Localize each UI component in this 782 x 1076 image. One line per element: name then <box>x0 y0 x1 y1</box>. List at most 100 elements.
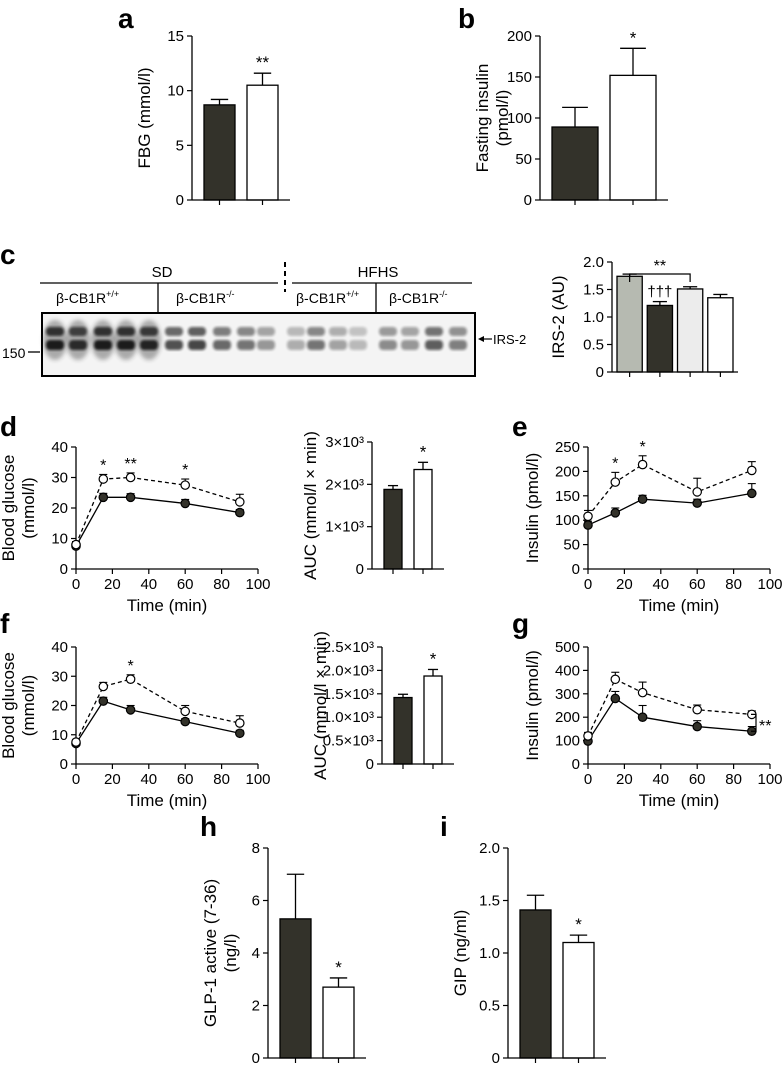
blot-group-hfhs: HFHS <box>358 264 399 281</box>
d_line-sig-label: ** <box>124 456 136 473</box>
g-x-tick-label: 100 <box>757 771 782 788</box>
g-x-label: Time (min) <box>639 791 720 810</box>
f_line-y-label: Blood glucose(mmol/l) <box>0 652 38 759</box>
blot-band-upper <box>213 327 231 336</box>
c_bar-y-tick-label: 2.0 <box>583 254 604 271</box>
blot-band-upper <box>287 327 305 336</box>
f_auc-y-tick-label: 1.5×10³ <box>323 686 374 703</box>
panel-letter-f: f <box>0 608 10 639</box>
chart-a-fbg: 0 5 10 15 ** FBG (mmol/l) <box>135 28 290 209</box>
western-blot: SD HFHS β-CB1R+/+ β-CB1R-/- β-CB1R+/+ β-… <box>2 262 526 377</box>
i-y-label: GIP (ng/ml) <box>451 910 470 997</box>
h-sig-label: * <box>335 958 342 977</box>
i-bar-1 <box>519 909 552 1059</box>
blot-band-upper <box>329 327 347 336</box>
a-y-tick-label: 10 <box>167 83 184 100</box>
e-point-filled <box>583 520 593 530</box>
blot-band-lower <box>287 340 305 350</box>
d_line-point-open <box>235 497 245 507</box>
e-point-open <box>692 487 702 497</box>
g-x-tick-label: 0 <box>584 771 592 788</box>
a-y-label: FBG (mmol/l) <box>135 67 154 168</box>
f_auc-sig-label: * <box>430 649 437 668</box>
chart-h-glp1: 0 2 4 6 8 * GLP-1 active (7-36)(ng/l) <box>201 840 366 1067</box>
g-y-tick-label: 200 <box>555 709 580 726</box>
blot-smear <box>91 320 115 360</box>
e-sig-label: * <box>639 439 645 456</box>
h-y-tick-label: 4 <box>252 945 260 962</box>
e-x-tick-label: 80 <box>725 576 742 593</box>
blot-band-lower <box>237 340 255 350</box>
chart-b-fasting-insulin: 0 50 100 150 200 * Fasting insulin(pmol/l) <box>473 28 668 209</box>
d_line-point-open <box>71 539 81 550</box>
g-y-tick-label: 500 <box>555 639 580 656</box>
d_line-y-tick-label: 40 <box>51 439 68 456</box>
e-series-dashed-line <box>587 463 753 517</box>
b-y-label: Fasting insulin(pmol/l) <box>473 64 512 173</box>
f_line-x-tick-label: 40 <box>140 771 157 788</box>
h-y-label: GLP-1 active (7-36)(ng/l) <box>201 879 240 1027</box>
blot-band-lower <box>307 340 325 350</box>
e-point-filled <box>610 508 621 518</box>
blot-marker-150: 150 <box>2 345 26 361</box>
i-y-tick-label: 1.5 <box>479 893 500 910</box>
d_line-y-label: Blood glucose(mmol/l) <box>0 455 38 562</box>
a-y-tick-label: 0 <box>176 192 184 209</box>
g-y-tick-label: 400 <box>555 662 580 679</box>
e-y-tick-label: 200 <box>555 463 580 480</box>
g-series-solid-line <box>587 697 752 742</box>
f_line-point-filled <box>180 716 190 727</box>
blot-smear <box>137 320 161 360</box>
e-sig-label: * <box>612 455 618 472</box>
g-x-tick-label: 40 <box>652 771 669 788</box>
d_line-x-tick-label: 100 <box>245 576 270 593</box>
f_line-x-tick-label: 80 <box>213 771 230 788</box>
blot-label-sd-wt: β-CB1R+/+ <box>56 289 119 306</box>
a-bar-1 <box>203 104 236 201</box>
c_bar-y-tick-label: 0.5 <box>583 337 604 354</box>
blot-band-lower <box>165 340 183 350</box>
g-bracket <box>751 713 757 732</box>
f_line-y-tick-label: 40 <box>51 639 68 656</box>
blot-band-upper <box>257 327 275 336</box>
f_line-y-tick-label: 0 <box>60 756 68 773</box>
f_line-sig-label: * <box>127 658 133 675</box>
c_bar-bar-4 <box>707 297 734 373</box>
d_auc-y-label: AUC (mmol/l × min) <box>301 431 320 580</box>
blot-band-upper <box>237 327 255 336</box>
d_auc-bar-1 <box>383 488 403 570</box>
e-x-tick-label: 60 <box>689 576 706 593</box>
f_auc-y-tick-label: 0 <box>366 756 374 773</box>
blot-band-upper <box>449 327 467 336</box>
f_line-x-tick-label: 20 <box>104 771 121 788</box>
a-y-tick-label: 5 <box>176 137 184 154</box>
d_line-x-tick-label: 40 <box>140 576 157 593</box>
chart-d-glucose-curve: 0 10 20 30 40 0 20 40 60 80 100 Time (min) Blood glu… <box>0 439 271 615</box>
chart-i-gip: 0 0.5 1.0 1.5 2.0 * GIP (ng/ml) <box>451 840 606 1067</box>
f_auc-y-tick-label: 1.0×10³ <box>323 709 374 726</box>
e-point-open <box>746 465 757 476</box>
d_auc-bar-2 <box>413 468 433 570</box>
f_auc-bar-2 <box>423 675 443 765</box>
d_line-point-filled <box>98 492 109 503</box>
d_line-x-tick-label: 60 <box>177 576 194 593</box>
chart-e-insulin-curve: 0 50 100 150 200 250 0 20 40 60 80 100 Time (min) Ins… <box>523 439 782 615</box>
d_line-x-label: Time (min) <box>127 596 208 615</box>
e-x-tick-label: 40 <box>652 576 669 593</box>
blot-band-arrowhead <box>478 336 484 342</box>
panel-letter-h: h <box>200 811 217 842</box>
i-y-tick-label: 2.0 <box>479 840 500 857</box>
i-y-tick-label: 1.0 <box>479 945 500 962</box>
b-y-tick-label: 150 <box>507 69 532 86</box>
d_line-x-tick-label: 0 <box>72 576 80 593</box>
g-y-tick-label: 0 <box>572 756 580 773</box>
e-y-tick-label: 150 <box>555 488 580 505</box>
blot-band-upper <box>401 327 419 336</box>
g-y-label: Insulin (pmol/l) <box>523 650 542 761</box>
c_bar-y-tick-label: 1.5 <box>583 282 604 299</box>
e-y-tick-label: 50 <box>563 537 580 554</box>
f_line-point-open <box>71 737 81 747</box>
b-bar-1 <box>551 126 599 201</box>
g-y-tick-label: 300 <box>555 686 580 703</box>
f_auc-bar-1 <box>393 696 413 765</box>
